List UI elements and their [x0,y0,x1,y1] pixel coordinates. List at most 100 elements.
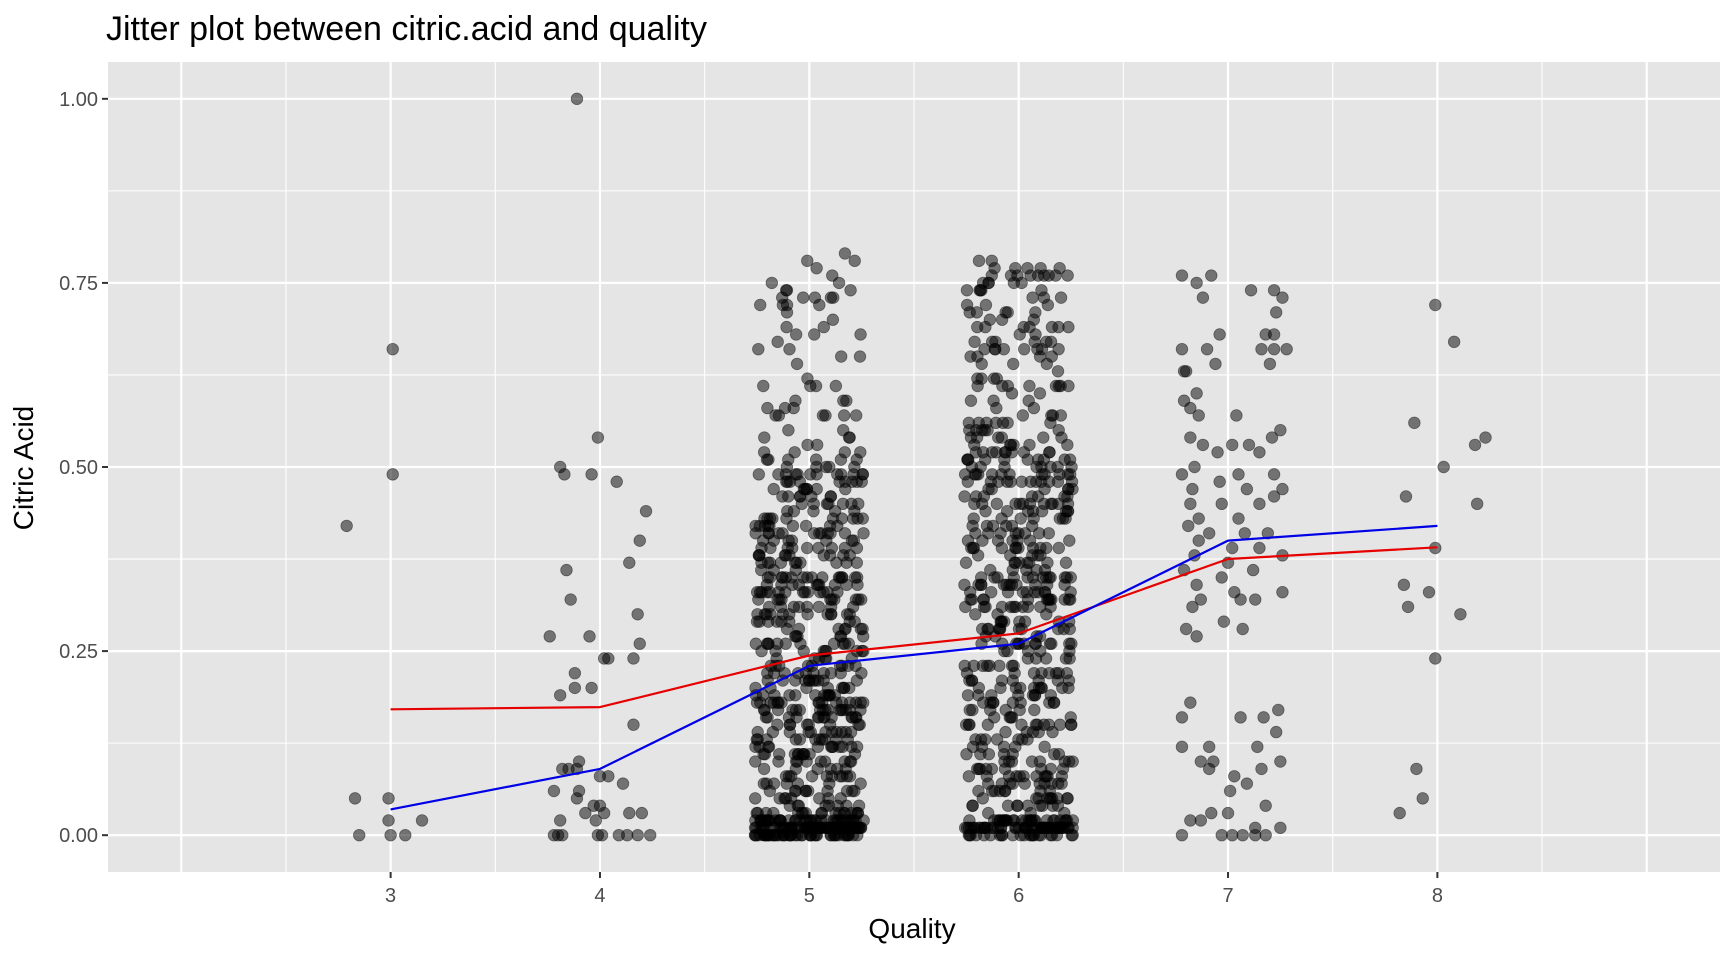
data-point [1023,497,1037,511]
data-point [999,725,1012,739]
data-point [760,578,774,592]
data-point [993,659,1006,673]
data-point [837,409,851,422]
data-point [757,762,771,776]
data-point [961,689,975,702]
data-point [838,527,852,540]
data-point [812,600,826,614]
data-point [758,431,771,444]
data-point [1202,740,1216,754]
x-tick-label: 8 [1432,885,1443,907]
data-point [792,600,806,614]
data-point [1399,490,1413,503]
data-point [767,806,780,820]
data-point [835,571,849,584]
data-point [834,453,848,466]
data-point [1023,534,1037,547]
data-point [1249,828,1262,842]
data-point [1188,460,1201,474]
data-point [789,755,803,768]
data-point [984,828,997,842]
data-point [800,718,814,731]
data-point [1410,762,1423,776]
data-point [967,512,980,525]
blue-series-line [390,524,1438,811]
data-point [828,504,842,518]
data-point [832,276,846,290]
data-point [631,828,644,842]
data-point [1408,416,1421,430]
data-point [1061,468,1075,481]
data-point [1001,799,1015,812]
y-tick-label: 0.75 [59,273,98,295]
data-point [779,637,792,650]
data-point [959,600,972,614]
data-point [1025,519,1039,533]
data-point [1454,608,1467,621]
data-point [826,313,840,326]
data-point [848,254,861,268]
data-point [838,541,852,555]
data-point [966,799,979,812]
data-point [997,615,1011,628]
data-point [825,608,838,621]
data-point [811,762,824,776]
data-point [970,423,983,437]
data-point [1033,387,1047,400]
data-point [850,556,864,569]
points-layer [340,92,1492,842]
data-point [1009,497,1022,511]
data-point [1045,792,1059,805]
data-point [817,585,830,599]
data-point [790,357,804,371]
data-point [1061,438,1074,452]
data-point [384,828,397,842]
data-point [1037,453,1051,466]
data-point [857,527,870,540]
data-point [809,379,823,393]
data-point [560,563,573,577]
data-point [981,777,995,790]
data-point [840,556,853,569]
data-point [782,423,795,437]
data-point [969,527,982,540]
data-point [779,468,793,481]
data-point [1029,306,1042,319]
data-point [1267,490,1281,503]
data-point [1276,291,1289,304]
data-point [974,747,987,761]
data-point [1272,703,1285,717]
data-point [568,666,582,680]
data-point [836,681,849,695]
data-point [543,630,556,643]
data-point [998,453,1011,466]
data-point [1416,792,1429,805]
data-point [1175,828,1189,842]
data-point [991,571,1004,584]
data-point [1042,718,1056,731]
data-point [750,585,764,599]
data-point [810,261,823,275]
data-point [1040,593,1054,606]
data-point [973,762,987,776]
data-point [1226,438,1239,452]
data-point [1052,342,1065,356]
data-point [822,497,835,511]
data-point [1234,593,1247,606]
data-point [761,666,774,680]
data-point [1255,342,1268,356]
data-point [1255,762,1268,776]
data-point [968,335,981,349]
data-point [816,571,829,584]
data-point [1244,284,1258,297]
data-point [1061,269,1074,282]
data-point [633,637,646,650]
data-point [1017,342,1031,356]
data-point [1033,755,1047,768]
data-point [1175,740,1189,754]
data-point [825,593,838,606]
data-point [1049,269,1062,282]
data-point [839,725,852,739]
data-point [1066,828,1079,842]
data-point [777,821,790,835]
